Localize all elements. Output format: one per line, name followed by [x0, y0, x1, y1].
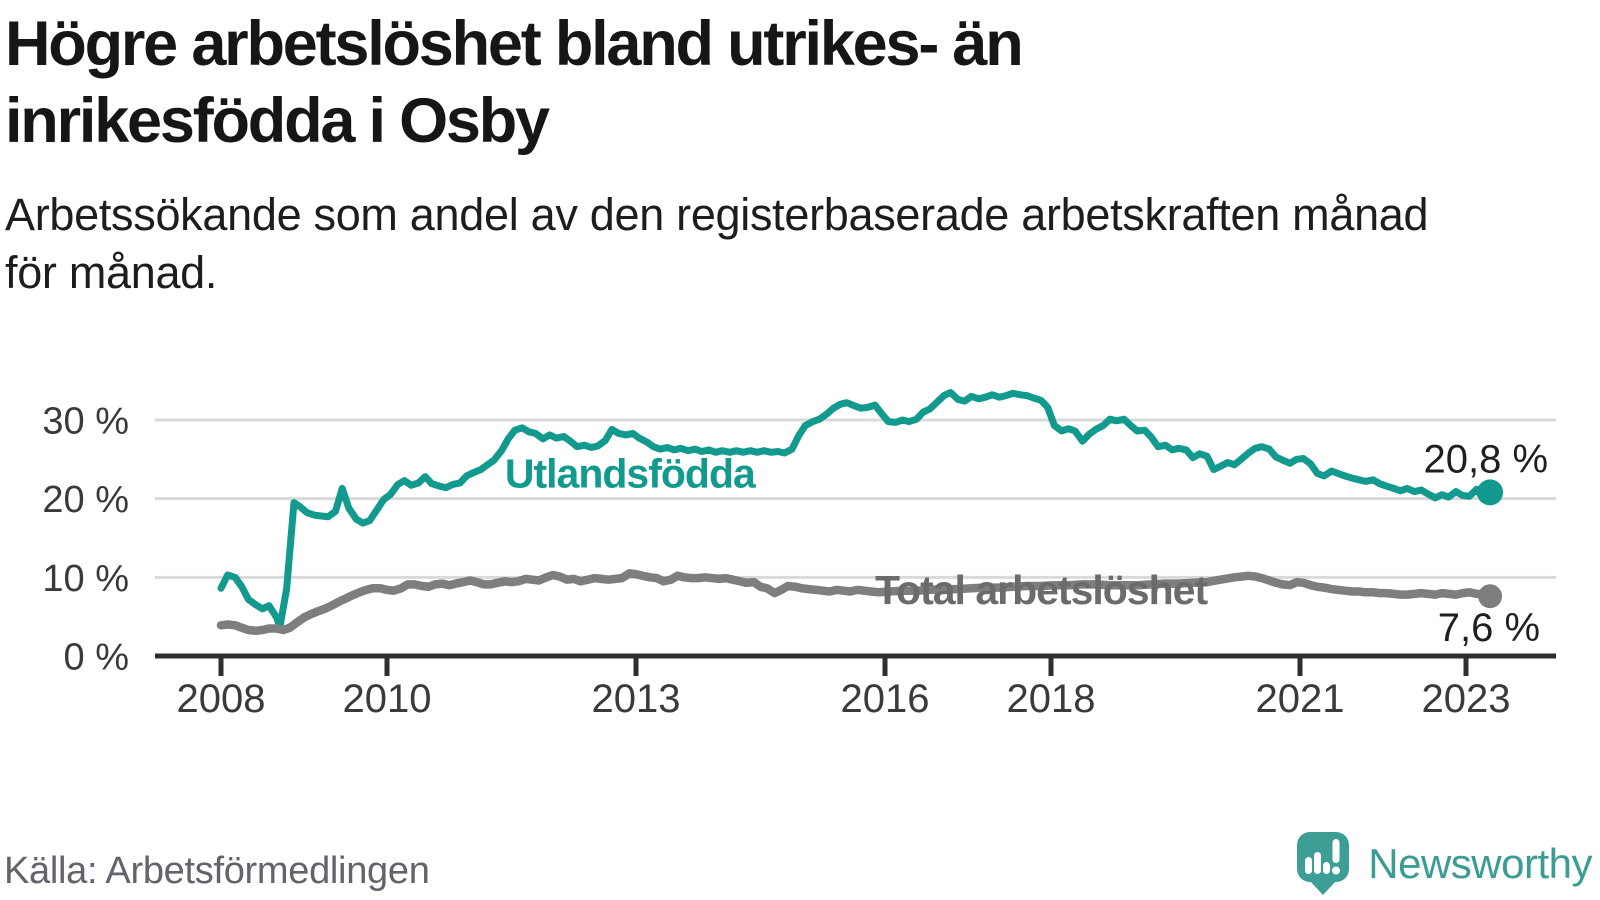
logo-exclamation-dot — [1332, 866, 1341, 875]
y-tick-label: 20 % — [42, 479, 129, 521]
chart-subtitle: Arbetssökande som andel av den registerb… — [5, 186, 1429, 302]
end-value-label-utlandsfodda: 20,8 % — [1424, 437, 1549, 481]
series-line-utlandsfodda — [217, 389, 1494, 631]
end-value-label-total: 7,6 % — [1438, 606, 1540, 650]
logo-bar-1 — [1305, 857, 1313, 874]
logo-bar-2 — [1314, 852, 1322, 874]
logo-exclamation-bar — [1332, 839, 1340, 863]
logo-bubble — [1297, 832, 1350, 882]
logo-bubble-tail — [1309, 880, 1338, 895]
y-tick-label: 10 % — [42, 558, 129, 600]
y-tick-label: 0 % — [64, 637, 129, 679]
title-line-2: inrikesfödda i Osby — [5, 86, 550, 156]
x-tick-label: 2023 — [1422, 677, 1511, 721]
endpoint-dot-total — [1478, 584, 1503, 609]
source-attribution: Källa: Arbetsförmedlingen — [4, 850, 430, 892]
endpoint-dot-utlandsfodda — [1477, 479, 1504, 506]
page-title: Högre arbetslöshet bland utrikes- än inr… — [5, 6, 1024, 160]
x-tick-label: 2018 — [1007, 677, 1096, 721]
logo-bar-3 — [1323, 862, 1331, 874]
series-label-total: Total arbetslöshet — [875, 567, 1208, 613]
title-line-1: Högre arbetslöshet bland utrikes- än — [5, 9, 1024, 79]
subtitle-line-1: Arbetssökande som andel av den registerb… — [5, 189, 1429, 240]
series-line-total — [216, 569, 1495, 636]
x-tick-label: 2016 — [841, 677, 930, 721]
x-tick-label: 2008 — [177, 677, 266, 721]
newsworthy-logo: Newsworthy — [1296, 831, 1592, 897]
brand-name: Newsworthy — [1368, 840, 1592, 887]
subtitle-line-2: för månad. — [5, 247, 218, 298]
series-label-utlandsfodda: Utlandsfödda — [505, 451, 757, 497]
x-tick-label: 2013 — [592, 677, 681, 721]
x-tick-label: 2010 — [343, 677, 432, 721]
y-tick-label: 30 % — [42, 400, 129, 442]
x-tick-label: 2021 — [1256, 677, 1345, 721]
newsworthy-bubble-icon — [1297, 832, 1350, 895]
